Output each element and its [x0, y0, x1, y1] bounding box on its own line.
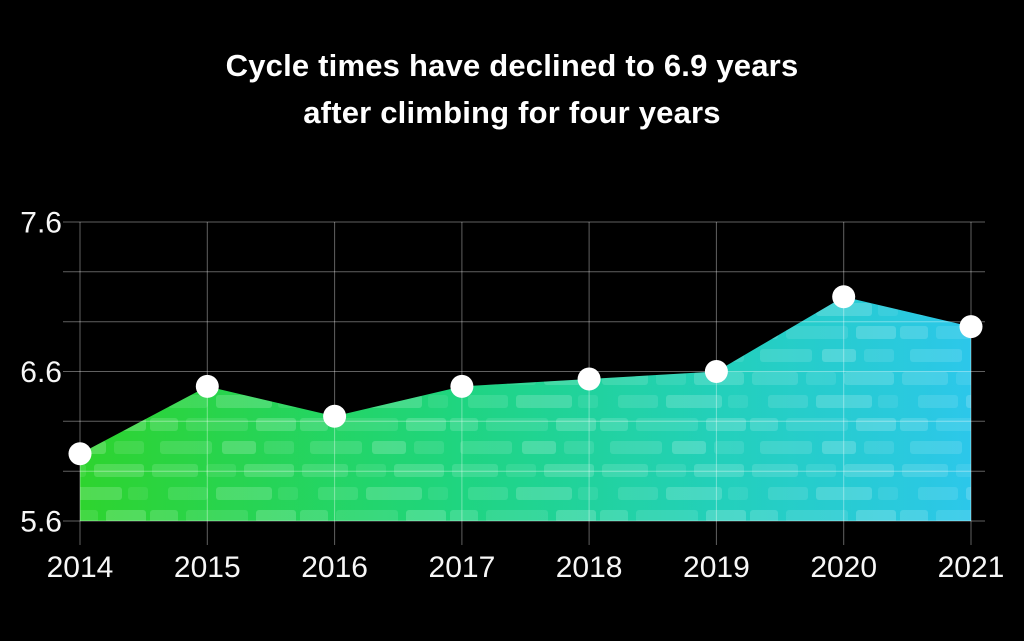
x-axis-label-2015: 2015 — [174, 551, 241, 584]
chart-title: Cycle times have declined to 6.9 years a… — [0, 42, 1024, 136]
data-point-2016 — [323, 404, 347, 428]
x-axis-label-2014: 2014 — [47, 551, 114, 584]
data-point-2018 — [577, 367, 601, 391]
x-axis-label-2018: 2018 — [556, 551, 623, 584]
data-point-2017 — [450, 374, 474, 398]
chart-title-line1: Cycle times have declined to 6.9 years — [225, 48, 799, 83]
data-point-2015 — [195, 374, 219, 398]
y-axis-label-5.6: 5.6 — [20, 506, 62, 539]
y-axis-label-7.6: 7.6 — [20, 207, 62, 240]
x-axis-label-2020: 2020 — [810, 551, 877, 584]
data-point-2014 — [68, 442, 92, 466]
data-point-2019 — [704, 360, 728, 383]
x-axis-label-2019: 2019 — [683, 551, 750, 584]
data-point-2021 — [959, 315, 983, 339]
x-axis-label-2017: 2017 — [429, 551, 496, 584]
area-texture — [80, 296, 971, 521]
x-axis-label-2016: 2016 — [301, 551, 368, 584]
data-point-2020 — [832, 285, 856, 309]
y-axis-label-6.6: 6.6 — [20, 356, 62, 389]
chart-title-line2: after climbing for four years — [303, 95, 721, 130]
x-axis-label-2021: 2021 — [938, 551, 1005, 584]
